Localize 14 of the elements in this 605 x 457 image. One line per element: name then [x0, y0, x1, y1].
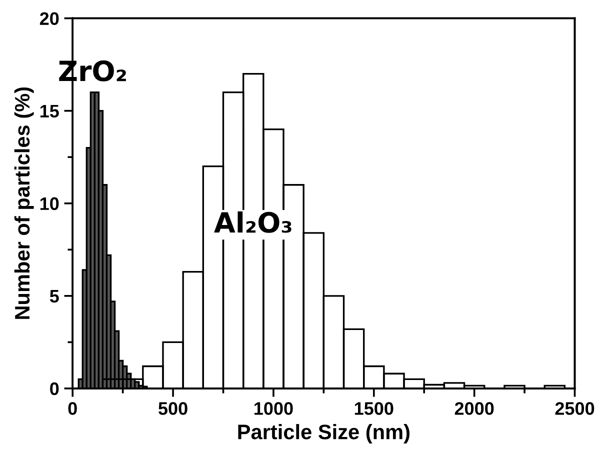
- x-tick-label: 500: [158, 402, 188, 415]
- x-tick-label: 1000: [254, 402, 293, 415]
- y-tick-label: 5: [50, 290, 59, 303]
- y-tick-label: 20: [40, 12, 59, 25]
- y-tick-label: 10: [40, 197, 59, 210]
- y-axis-title: Number of particles (%): [14, 87, 34, 319]
- x-tick-label: 2000: [454, 402, 494, 415]
- series-label: Al₂O₃: [214, 211, 292, 233]
- x-axis-title: Particle Size (nm): [238, 424, 410, 444]
- x-tick-label: 0: [68, 402, 77, 415]
- y-tick-label: 15: [40, 104, 59, 118]
- y-tick-label: 0: [50, 382, 59, 396]
- x-tick-label: 2500: [555, 402, 594, 415]
- x-tick-label: 1500: [354, 402, 394, 415]
